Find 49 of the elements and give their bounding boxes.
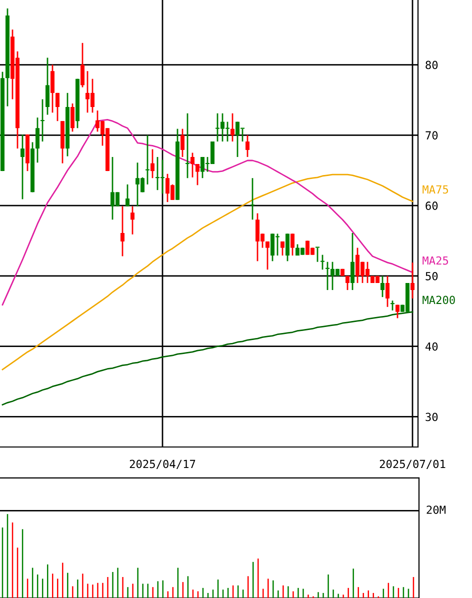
- candlestick: [410, 262, 415, 300]
- candlestick: [130, 206, 134, 236]
- candlestick: [250, 177, 254, 220]
- y-tick-label: 80: [426, 60, 438, 70]
- candlestick: [396, 304, 400, 319]
- candlestick: [380, 275, 385, 298]
- candlestick: [186, 112, 190, 179]
- candlestick: [126, 184, 130, 207]
- candlestick: [120, 206, 124, 257]
- series-label: MA25: [422, 256, 448, 265]
- candlestick: [190, 152, 194, 178]
- candlestick: [56, 92, 60, 122]
- ref-line-label: 20M: [426, 506, 446, 514]
- candlestick: [80, 42, 84, 88]
- candlestick: [50, 64, 54, 114]
- candlestick: [36, 116, 40, 164]
- y-tick-label: 50: [426, 272, 438, 280]
- candlestick: [180, 128, 184, 158]
- candlestick: [316, 246, 320, 263]
- candlestick: [20, 134, 24, 200]
- candlestick: [320, 254, 324, 270]
- candlestick: [286, 233, 290, 262]
- candlestick: [290, 233, 294, 256]
- y-tick-label: 30: [426, 412, 438, 422]
- candlestick: [70, 102, 74, 132]
- candlestick: [326, 261, 330, 291]
- y-tick-label: 40: [426, 342, 438, 351]
- y-tick-label: 70: [426, 131, 438, 140]
- candlestick: [196, 163, 200, 186]
- candlestick: [246, 134, 250, 158]
- x-tick-label: 2025/04/17: [130, 460, 196, 470]
- series-label: MA200: [422, 296, 455, 304]
- candlestick: [46, 57, 50, 116]
- candlestick: [150, 148, 154, 179]
- y-tick-label: 60: [426, 202, 438, 210]
- candlestick: [350, 232, 355, 291]
- candlestick: [386, 275, 390, 308]
- candlestick: [280, 240, 284, 256]
- line-series: [2, 118, 414, 306]
- candlestick: [146, 134, 150, 186]
- candlestick: [346, 275, 350, 291]
- line-series: [2, 311, 414, 406]
- x-tick-label: 2025/07/01: [380, 460, 446, 470]
- series-label: MA75: [422, 185, 448, 194]
- candlestick: [266, 240, 270, 270]
- line-series: [2, 174, 414, 370]
- candlestick: [40, 98, 44, 142]
- candlestick: [390, 300, 395, 312]
- candlestick: [230, 112, 234, 142]
